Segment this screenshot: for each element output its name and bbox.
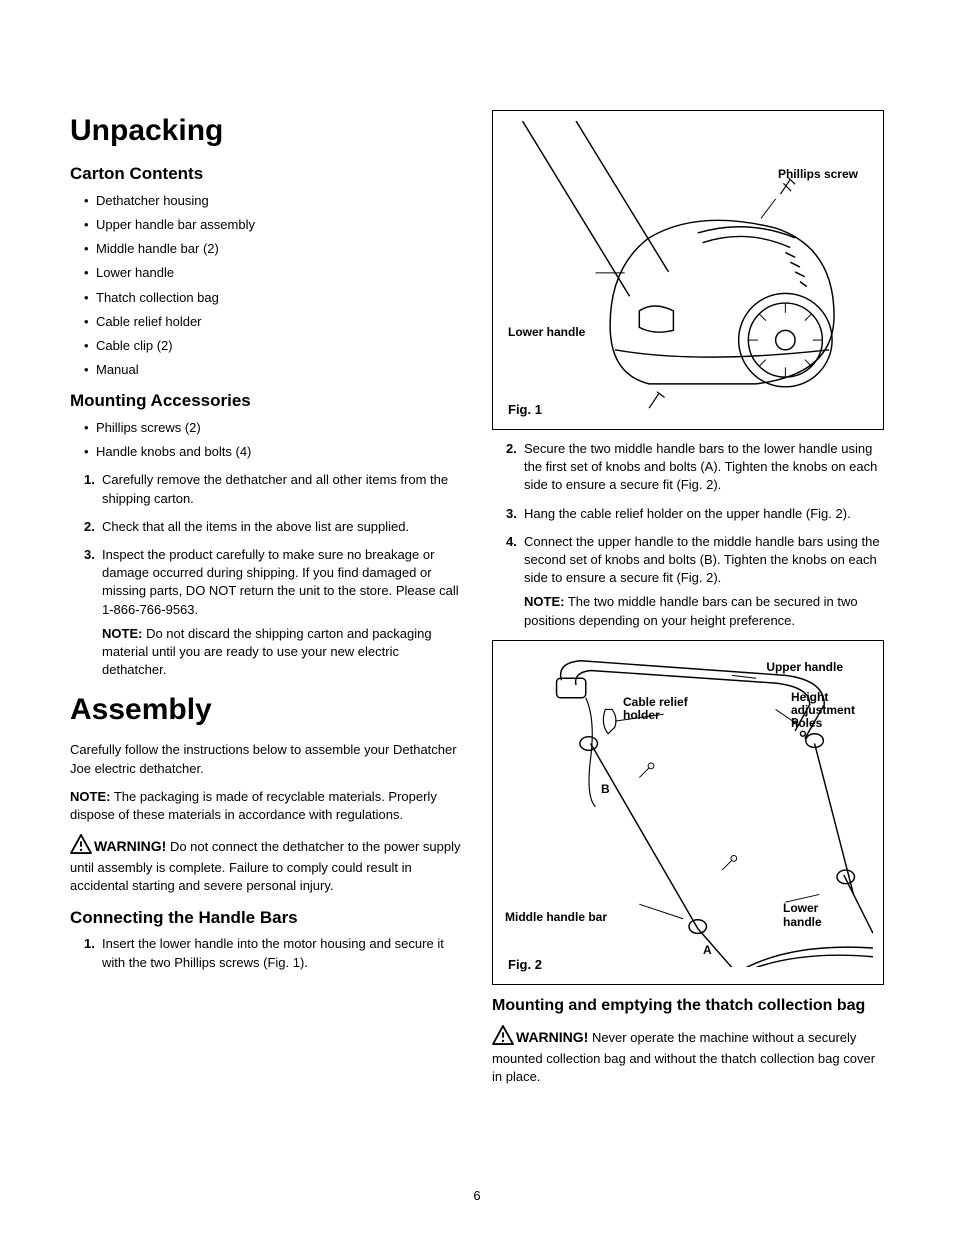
step-item: Insert the lower handle into the motor h…: [84, 935, 462, 971]
callout-height-holes: Height adjustment holes: [791, 691, 871, 731]
note-label: NOTE:: [102, 626, 142, 641]
step-text: Secure the two middle handle bars to the…: [524, 441, 877, 492]
step-text: Inspect the product carefully to make su…: [102, 547, 459, 617]
step-note: NOTE: The two middle handle bars can be …: [524, 593, 884, 629]
list-item: Upper handle bar assembly: [84, 216, 462, 234]
callout-lower-handle: Lower handle: [508, 324, 585, 341]
note-label: NOTE:: [524, 594, 564, 609]
note-label: NOTE:: [70, 789, 110, 804]
page-number: 6: [0, 1187, 954, 1205]
warning-label: WARNING!: [516, 1029, 588, 1045]
step-item: Connect the upper handle to the middle h…: [506, 533, 884, 630]
callout-lower-handle-2: Lower handle: [783, 902, 843, 928]
mounting-accessories-list: Phillips screws (2) Handle knobs and bol…: [70, 419, 462, 461]
right-column: Phillips screw Lower handle Fig. 1 Secur…: [492, 110, 884, 1097]
figure-2-label: Fig. 2: [508, 956, 542, 974]
carton-contents-list: Dethatcher housing Upper handle bar asse…: [70, 192, 462, 380]
figure-1: Phillips screw Lower handle Fig. 1: [492, 110, 884, 430]
step-text: Hang the cable relief holder on the uppe…: [524, 506, 851, 521]
callout-b: B: [601, 781, 610, 798]
heading-unpacking: Unpacking: [70, 110, 462, 152]
step-text: Insert the lower handle into the motor h…: [102, 936, 444, 969]
list-item: Lower handle: [84, 264, 462, 282]
callout-phillips-screw: Phillips screw: [778, 166, 858, 183]
heading-connecting-handle: Connecting the Handle Bars: [70, 906, 462, 930]
heading-assembly: Assembly: [70, 689, 462, 731]
assembly-intro: Carefully follow the instructions below …: [70, 741, 462, 777]
step-text: Check that all the items in the above li…: [102, 519, 409, 534]
step-text: Connect the upper handle to the middle h…: [524, 534, 880, 585]
unpacking-steps: Carefully remove the dethatcher and all …: [70, 471, 462, 679]
step-item: Carefully remove the dethatcher and all …: [84, 471, 462, 507]
figure-1-svg: [503, 121, 873, 413]
heading-carton-contents: Carton Contents: [70, 162, 462, 186]
list-item: Handle knobs and bolts (4): [84, 443, 462, 461]
list-item: Phillips screws (2): [84, 419, 462, 437]
step-note: NOTE: Do not discard the shipping carton…: [102, 625, 462, 680]
warning-label: WARNING!: [94, 838, 166, 854]
warning-icon: [70, 834, 92, 859]
step-item: Check that all the items in the above li…: [84, 518, 462, 536]
note-text: The packaging is made of recyclable mate…: [70, 789, 437, 822]
note-text: The two middle handle bars can be secure…: [524, 594, 858, 627]
warning-icon: [492, 1025, 514, 1050]
callout-upper-handle: Upper handle: [766, 659, 843, 676]
list-item: Cable clip (2): [84, 337, 462, 355]
heading-mounting-accessories: Mounting Accessories: [70, 389, 462, 413]
list-item: Manual: [84, 361, 462, 379]
step-item: Hang the cable relief holder on the uppe…: [506, 505, 884, 523]
list-item: Cable relief holder: [84, 313, 462, 331]
callout-middle-handle: Middle handle bar: [505, 909, 607, 926]
step-item: Secure the two middle handle bars to the…: [506, 440, 884, 495]
step-text: Carefully remove the dethatcher and all …: [102, 472, 448, 505]
callout-cable-relief: Cable relief holder: [623, 696, 703, 722]
note-text: Do not discard the shipping carton and p…: [102, 626, 432, 677]
callout-a: A: [703, 942, 712, 959]
list-item: Thatch collection bag: [84, 289, 462, 307]
warning-paragraph-2: WARNING! Never operate the machine witho…: [492, 1025, 884, 1087]
assembly-note: NOTE: The packaging is made of recyclabl…: [70, 788, 462, 824]
right-steps: Secure the two middle handle bars to the…: [492, 440, 884, 630]
figure-2: Upper handle Cable relief holder Height …: [492, 640, 884, 985]
left-column: Unpacking Carton Contents Dethatcher hou…: [70, 110, 462, 1097]
connecting-steps: Insert the lower handle into the motor h…: [70, 935, 462, 971]
figure-1-label: Fig. 1: [508, 401, 542, 419]
step-item: Inspect the product carefully to make su…: [84, 546, 462, 679]
heading-mounting-bag: Mounting and emptying the thatch collect…: [492, 995, 884, 1017]
list-item: Dethatcher housing: [84, 192, 462, 210]
warning-paragraph: WARNING! Do not connect the dethatcher t…: [70, 834, 462, 896]
list-item: Middle handle bar (2): [84, 240, 462, 258]
